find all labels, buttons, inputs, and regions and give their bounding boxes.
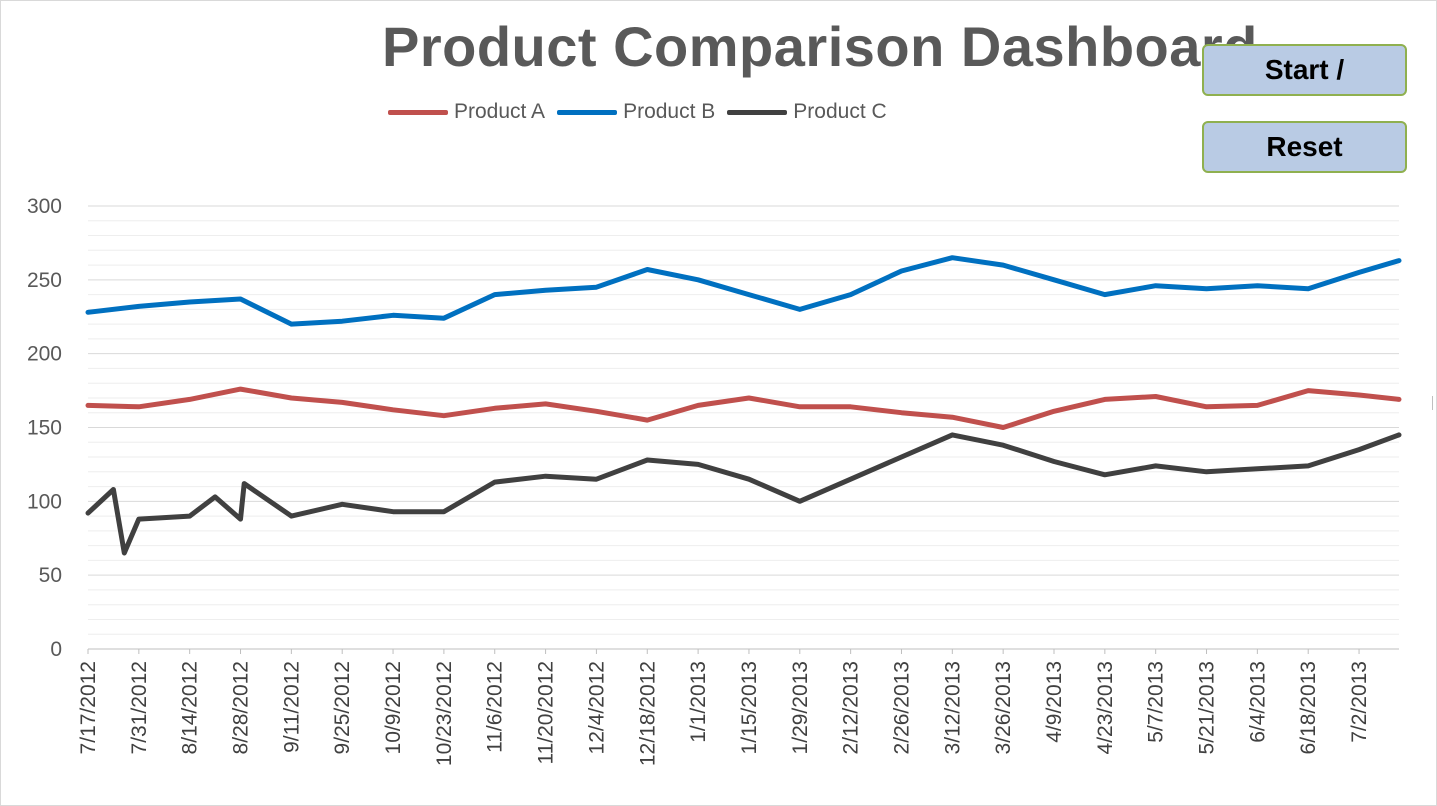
- series-line-product-c: [85, 432, 1402, 556]
- x-tick-label: 3/26/2013: [992, 661, 1015, 754]
- x-tick-label: 4/9/2013: [1043, 661, 1066, 743]
- legend-swatch-product-b: [557, 109, 618, 115]
- x-tick-label: 1/29/2013: [789, 661, 812, 754]
- x-tick-label: 11/6/2012: [484, 661, 507, 753]
- legend-item-product-b: Product B: [557, 100, 715, 124]
- x-tick-label: 2/12/2013: [840, 661, 863, 754]
- x-tick-label: 12/4/2012: [585, 661, 608, 754]
- legend-label-product-a: Product A: [454, 100, 546, 123]
- x-tick-label: 6/4/2013: [1246, 661, 1269, 743]
- x-tick-label: 8/28/2012: [230, 661, 253, 754]
- reset-button[interactable]: Reset: [1202, 121, 1407, 173]
- x-tick-label: 8/14/2012: [179, 661, 202, 754]
- legend-item-product-c: Product C: [727, 100, 887, 124]
- x-tick-label: 9/11/2012: [280, 661, 303, 753]
- x-tick-label: 10/23/2012: [433, 661, 456, 766]
- legend-label-product-c: Product C: [793, 100, 887, 123]
- x-tick-label: 3/12/2013: [941, 661, 964, 754]
- x-tick-label: 1/15/2013: [738, 661, 761, 754]
- x-tick-label: 9/25/2012: [331, 661, 354, 754]
- legend-label-product-b: Product B: [623, 100, 716, 123]
- legend: Product A Product B Product C: [388, 98, 899, 126]
- y-tick-label: 150: [27, 417, 62, 440]
- legend-swatch-product-a: [388, 109, 448, 115]
- y-tick-label: 250: [27, 269, 62, 292]
- y-tick-label: 50: [39, 564, 62, 587]
- legend-swatch-product-c: [727, 109, 788, 115]
- x-tick-label: 5/7/2013: [1145, 661, 1168, 743]
- x-axis-ticks: 7/17/2012 7/31/2012 8/14/2012 8/28/2012 9/11…: [77, 649, 1371, 766]
- legend-item-product-a: Product A: [388, 100, 545, 124]
- y-axis-ticks: 0 50 100 150 200 250 300: [27, 195, 62, 661]
- x-tick-label: 4/23/2013: [1094, 661, 1117, 754]
- x-tick-label: 5/21/2013: [1196, 661, 1219, 754]
- resize-handle[interactable]: [1432, 396, 1437, 410]
- x-tick-label: 2/26/2013: [890, 661, 913, 754]
- y-tick-label: 300: [27, 195, 62, 218]
- y-tick-label: 0: [50, 638, 62, 661]
- x-tick-label: 7/17/2012: [77, 661, 100, 754]
- x-tick-label: 7/2/2013: [1348, 661, 1371, 743]
- start-button[interactable]: Start /: [1202, 44, 1407, 96]
- series-line-product-a: [85, 386, 1402, 430]
- series-lines: [85, 255, 1402, 556]
- y-tick-label: 200: [27, 343, 62, 366]
- x-tick-label: 1/1/2013: [687, 661, 710, 743]
- chart-title: Product Comparison Dashboard: [382, 15, 1258, 78]
- x-tick-label: 10/9/2012: [382, 661, 405, 754]
- x-tick-label: 11/20/2012: [535, 661, 558, 765]
- x-tick-label: 12/18/2012: [636, 661, 659, 766]
- x-tick-label: 6/18/2013: [1297, 661, 1320, 754]
- series-line-product-b: [85, 255, 1402, 327]
- grid-lines: [88, 205, 1399, 650]
- x-tick-label: 7/31/2012: [128, 661, 151, 754]
- y-tick-label: 100: [27, 490, 62, 513]
